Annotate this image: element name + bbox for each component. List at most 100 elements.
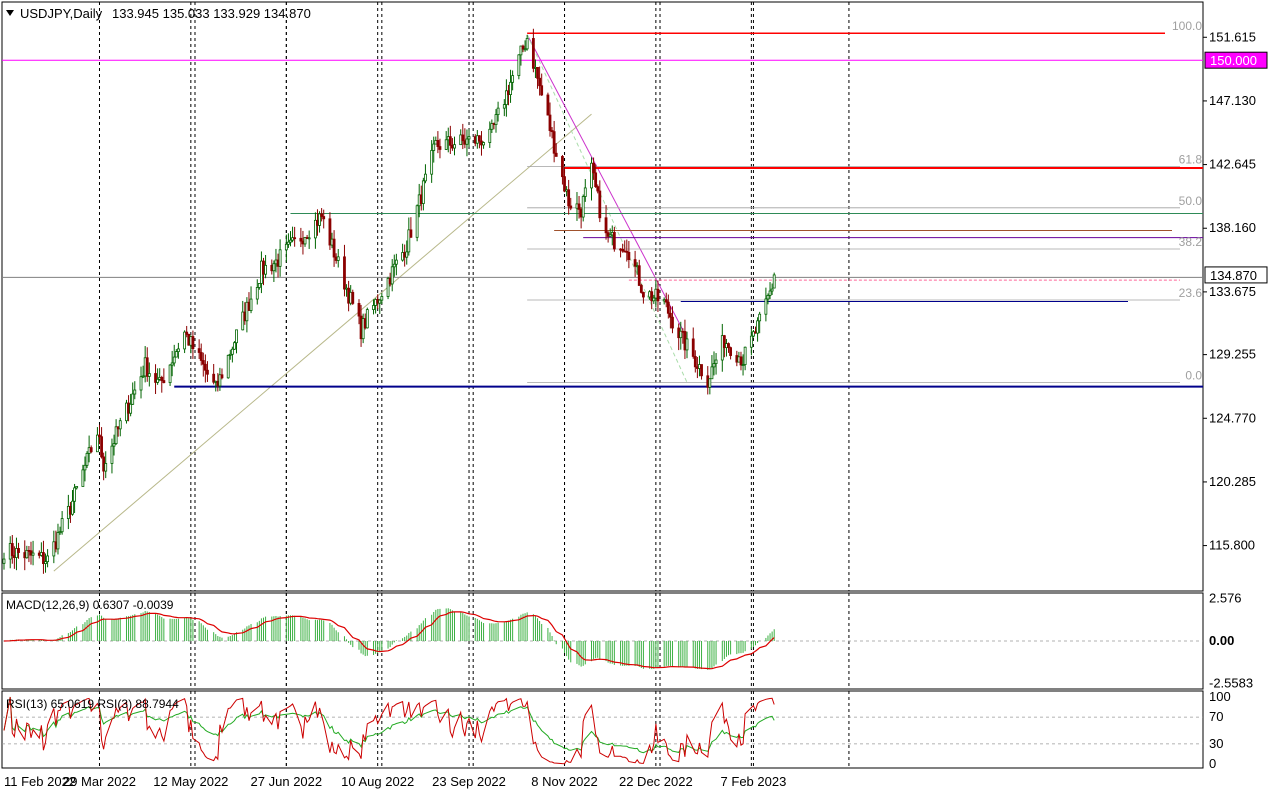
candle-body (700, 364, 703, 377)
candle-body (467, 136, 471, 140)
candle-body (743, 346, 747, 365)
candle-body (758, 313, 762, 322)
candle-body (409, 229, 413, 238)
fib-label: 61.8 (1179, 153, 1203, 167)
candle-body (42, 552, 45, 564)
candle-body (531, 38, 535, 69)
price-tick-label: 120.285 (1209, 474, 1256, 489)
candle-body (60, 518, 64, 533)
candle-body (170, 362, 174, 366)
candle-body (502, 104, 506, 109)
rsi-tick-label: 30 (1209, 736, 1223, 751)
candle-body (114, 426, 118, 445)
candle-body (96, 434, 99, 453)
candle-body (73, 487, 76, 502)
candle-body (656, 288, 660, 302)
candle-body (764, 298, 768, 315)
candle-body (172, 356, 176, 364)
price-tick-label: 124.770 (1209, 410, 1256, 425)
candle-body (129, 403, 133, 414)
current-price-badge: 134.870 (1210, 268, 1257, 283)
candle-body (517, 54, 521, 77)
candle-body (100, 436, 103, 458)
candle-body (563, 176, 566, 192)
candle-body (509, 81, 512, 95)
candle-body (98, 434, 101, 438)
candle-body (756, 320, 759, 334)
candle-body (668, 312, 672, 318)
time-label: 10 Aug 2022 (341, 774, 414, 789)
candle-body (642, 292, 645, 298)
candle-body (567, 189, 571, 207)
candle-body (307, 237, 311, 240)
fib-label: 50.0 (1179, 194, 1203, 208)
candle-body (249, 298, 253, 311)
candle-body (145, 357, 149, 377)
candle-body (546, 94, 550, 116)
candle-body (592, 162, 595, 174)
candle-body (727, 343, 730, 349)
candle-body (770, 288, 774, 292)
candle-body (131, 393, 135, 405)
rsi-tick-label: 0 (1209, 756, 1216, 771)
candle-body (596, 186, 600, 192)
price-tick-label: 142.645 (1209, 157, 1256, 172)
candle-body (712, 363, 716, 368)
candle-body (407, 229, 411, 253)
candle-body (357, 303, 361, 317)
candle-body (220, 374, 224, 379)
candle-body (390, 266, 394, 285)
candle-body (15, 548, 18, 558)
candle-body (255, 287, 259, 300)
candle-body (448, 136, 452, 146)
candle-body (540, 85, 544, 96)
candle-body (147, 373, 151, 377)
candle-body (511, 75, 515, 83)
candle-body (212, 373, 216, 383)
candle-body (608, 234, 612, 237)
candle-body (154, 373, 157, 383)
candle-body (2, 558, 6, 564)
candle-body (691, 338, 695, 357)
macd-panel (2, 608, 1203, 670)
panel-frame (1, 1, 1204, 592)
candle-body (287, 241, 290, 245)
candle-body (245, 301, 249, 322)
candle-body (328, 218, 332, 246)
candle-body (666, 301, 670, 314)
candle-body (550, 130, 554, 133)
candle-body (554, 152, 558, 157)
candle-body (392, 263, 396, 268)
price-tick-label: 147.130 (1209, 93, 1256, 108)
candle-body (183, 331, 187, 350)
candlestick-series (2, 28, 776, 574)
candle-body (218, 374, 222, 387)
rsi-label: RSI(13) 65.0619 RSI(3) 88.7944 (6, 697, 179, 711)
candle-body (708, 378, 712, 388)
price-tick-label: 115.800 (1209, 538, 1255, 553)
candle-body (380, 296, 384, 301)
candle-body (284, 243, 288, 251)
candle-body (598, 190, 602, 219)
candle-body (671, 316, 674, 329)
candle-body (81, 469, 85, 487)
menu-triangle-icon[interactable] (6, 10, 14, 16)
candle-body (679, 330, 683, 339)
candle-body (604, 217, 608, 234)
candle-body (201, 360, 205, 365)
fib-diagonal-line (526, 34, 688, 383)
candle-body (230, 348, 234, 355)
candle-body (627, 251, 631, 261)
candle-body (293, 237, 297, 240)
candle-body (75, 486, 79, 489)
candle-body (372, 305, 375, 310)
candle-body (482, 142, 485, 146)
candle-body (424, 173, 427, 182)
rsi-panel (2, 696, 1203, 765)
candle-body (44, 561, 47, 564)
symbol-label: USDJPY,Daily (20, 6, 103, 21)
candle-body (25, 549, 29, 559)
candle-body (233, 342, 236, 350)
candle-body (594, 172, 598, 188)
candle-body (432, 143, 436, 151)
